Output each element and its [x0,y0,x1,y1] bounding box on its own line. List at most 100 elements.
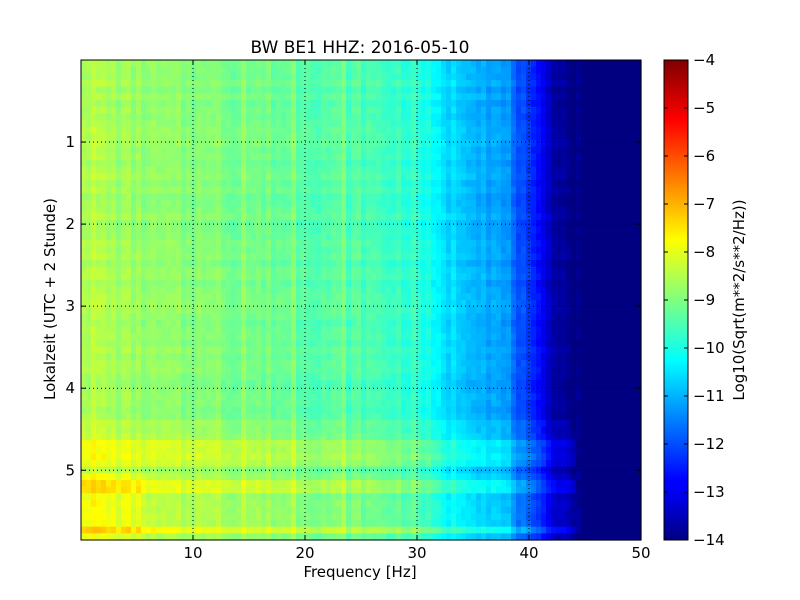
heatmap-cell [186,313,192,321]
heatmap-cell [101,333,107,341]
heatmap-cell [211,140,217,148]
heatmap-cell [616,106,622,114]
heatmap-cell [151,86,157,94]
heatmap-cell [416,326,422,334]
heatmap-cell [451,100,457,108]
heatmap-cell [551,233,557,241]
heatmap-cell [226,293,232,301]
heatmap-cell [361,340,367,348]
heatmap-cell [311,173,317,181]
heatmap-cell [291,153,297,161]
heatmap-cell [226,340,232,348]
heatmap-cell [466,206,472,214]
heatmap-cell [421,80,427,88]
heatmap-cell [261,66,267,74]
heatmap-cell [436,306,442,314]
heatmap-cell [241,300,247,308]
heatmap-cell [616,280,622,288]
heatmap-cell [621,240,627,248]
heatmap-cell [171,320,177,328]
heatmap-cell [176,293,182,301]
heatmap-cell [511,113,517,121]
heatmap-cell [336,146,342,154]
heatmap-cell [556,86,562,94]
heatmap-cell [376,160,382,168]
heatmap-cell [536,306,542,314]
heatmap-cell [341,326,347,334]
heatmap-cell [371,340,377,348]
heatmap-cell [291,160,297,168]
heatmap-cell [401,313,407,321]
heatmap-cell [546,140,552,148]
heatmap-cell [386,66,392,74]
heatmap-cell [246,326,252,334]
heatmap-cell [366,80,372,88]
heatmap-cell [621,106,627,114]
heatmap-cell [421,140,427,148]
heatmap-cell [131,213,137,221]
heatmap-cell [471,173,477,181]
heatmap-cell [541,73,547,81]
heatmap-cell [251,80,257,88]
heatmap-cell [471,293,477,301]
heatmap-cell [316,220,322,228]
heatmap-cell [106,273,112,281]
heatmap-cell [216,160,222,168]
heatmap-cell [586,146,592,154]
heatmap-cell [126,206,132,214]
heatmap-cell [386,266,392,274]
heatmap-cell [156,300,162,308]
heatmap-cell [356,206,362,214]
heatmap-cell [166,320,172,328]
heatmap-cell [376,200,382,208]
heatmap-cell [526,160,532,168]
heatmap-cell [401,206,407,214]
heatmap-cell [161,100,167,108]
heatmap-cell [441,106,447,114]
heatmap-cell [211,300,217,308]
heatmap-cell [261,206,267,214]
heatmap-cell [196,93,202,101]
heatmap-cell [476,206,482,214]
heatmap-cell [221,320,227,328]
heatmap-cell [461,86,467,94]
heatmap-cell [431,193,437,201]
heatmap-cell [196,253,202,261]
heatmap-cell [276,306,282,314]
heatmap-cell [481,66,487,74]
heatmap-cell [441,260,447,268]
heatmap-cell [321,213,327,221]
heatmap-cell [366,213,372,221]
heatmap-cell [181,266,187,274]
heatmap-cell [376,313,382,321]
heatmap-cell [381,333,387,341]
heatmap-cell [626,160,632,168]
heatmap-cell [186,60,192,68]
heatmap-cell [141,93,147,101]
heatmap-cell [151,246,157,254]
heatmap-cell [226,220,232,228]
heatmap-cell [286,300,292,308]
heatmap-cell [601,60,607,68]
heatmap-cell [186,213,192,221]
heatmap-cell [436,246,442,254]
heatmap-cell [131,300,137,308]
heatmap-cell [431,180,437,188]
heatmap-cell [426,266,432,274]
heatmap-cell [556,300,562,308]
heatmap-cell [421,333,427,341]
heatmap-cell [236,240,242,248]
heatmap-cell [421,206,427,214]
heatmap-cell [406,166,412,174]
heatmap-cell [541,220,547,228]
heatmap-cell [371,326,377,334]
heatmap-cell [161,260,167,268]
heatmap-cell [126,120,132,128]
heatmap-cell [591,246,597,254]
heatmap-cell [531,260,537,268]
heatmap-cell [621,320,627,328]
heatmap-cell [116,353,122,361]
heatmap-cell [111,286,117,294]
heatmap-cell [86,146,92,154]
heatmap-cell [241,106,247,114]
